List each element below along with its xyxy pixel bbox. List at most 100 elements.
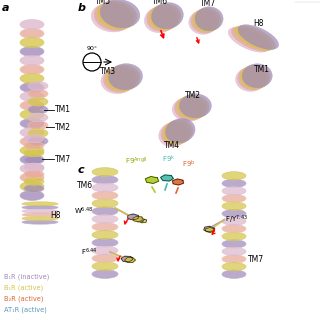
Ellipse shape	[28, 90, 48, 98]
Ellipse shape	[20, 56, 44, 66]
Ellipse shape	[161, 121, 191, 145]
Text: c: c	[78, 165, 84, 175]
Text: B₂R (active): B₂R (active)	[4, 296, 44, 302]
Text: TM2: TM2	[55, 123, 71, 132]
Ellipse shape	[20, 65, 44, 75]
Text: TM7: TM7	[200, 0, 216, 9]
Text: TM6: TM6	[77, 180, 93, 189]
Polygon shape	[124, 258, 135, 262]
Ellipse shape	[100, 0, 140, 28]
Ellipse shape	[235, 26, 275, 50]
Ellipse shape	[20, 100, 44, 110]
Ellipse shape	[22, 220, 58, 224]
Ellipse shape	[20, 128, 44, 138]
Ellipse shape	[24, 170, 44, 178]
Ellipse shape	[22, 217, 58, 220]
Ellipse shape	[101, 68, 135, 94]
Ellipse shape	[240, 65, 270, 89]
Ellipse shape	[193, 8, 221, 32]
Text: F9$^{\rm b}$: F9$^{\rm b}$	[182, 159, 196, 170]
Ellipse shape	[238, 25, 279, 50]
Ellipse shape	[24, 135, 44, 142]
Ellipse shape	[228, 28, 269, 52]
Ellipse shape	[94, 2, 134, 31]
Ellipse shape	[222, 225, 246, 233]
Text: H8: H8	[50, 212, 60, 220]
Text: TM1: TM1	[55, 106, 71, 115]
Text: W$^{6.48}$: W$^{6.48}$	[74, 205, 94, 217]
Ellipse shape	[92, 191, 118, 200]
Text: TM3: TM3	[100, 68, 116, 76]
Text: H8: H8	[253, 19, 263, 28]
Ellipse shape	[20, 190, 44, 200]
Polygon shape	[128, 214, 138, 220]
Ellipse shape	[222, 194, 246, 203]
Ellipse shape	[92, 262, 118, 270]
Ellipse shape	[92, 215, 118, 223]
Ellipse shape	[91, 4, 131, 32]
Ellipse shape	[222, 232, 246, 241]
Ellipse shape	[172, 97, 204, 121]
Polygon shape	[145, 177, 159, 183]
Ellipse shape	[165, 119, 195, 143]
Text: 90°: 90°	[86, 46, 98, 51]
Text: B₁R (active): B₁R (active)	[4, 285, 43, 291]
Ellipse shape	[22, 205, 58, 210]
Ellipse shape	[222, 217, 246, 225]
Ellipse shape	[222, 270, 246, 278]
Ellipse shape	[92, 230, 118, 239]
Ellipse shape	[92, 168, 118, 176]
Ellipse shape	[20, 20, 44, 29]
Polygon shape	[206, 228, 214, 233]
Polygon shape	[172, 179, 183, 185]
Ellipse shape	[20, 109, 44, 119]
Ellipse shape	[20, 146, 44, 156]
Ellipse shape	[24, 185, 44, 192]
Ellipse shape	[20, 181, 44, 191]
Ellipse shape	[236, 68, 266, 92]
Text: a: a	[2, 3, 10, 13]
Ellipse shape	[20, 172, 44, 182]
Ellipse shape	[92, 246, 118, 255]
Ellipse shape	[24, 149, 44, 157]
Ellipse shape	[92, 183, 118, 192]
Text: B₁R (inactive): B₁R (inactive)	[4, 274, 49, 280]
Ellipse shape	[20, 137, 44, 147]
Ellipse shape	[191, 9, 219, 33]
Ellipse shape	[28, 113, 48, 122]
Text: AT₁R (active): AT₁R (active)	[4, 307, 47, 313]
Ellipse shape	[159, 122, 188, 147]
Text: F$^{6.44}$: F$^{6.44}$	[81, 246, 98, 258]
Ellipse shape	[242, 64, 272, 88]
Polygon shape	[121, 256, 133, 262]
Ellipse shape	[222, 240, 246, 248]
Ellipse shape	[92, 254, 118, 263]
Text: TM2: TM2	[185, 91, 201, 100]
Ellipse shape	[92, 175, 118, 184]
Ellipse shape	[92, 207, 118, 216]
Ellipse shape	[189, 10, 217, 34]
Text: TM7: TM7	[248, 255, 264, 265]
Ellipse shape	[28, 97, 48, 106]
Ellipse shape	[28, 82, 48, 90]
Polygon shape	[161, 175, 173, 181]
Ellipse shape	[108, 64, 142, 90]
Text: F9$^{\rm k}$: F9$^{\rm k}$	[162, 154, 176, 165]
Ellipse shape	[222, 255, 246, 263]
Ellipse shape	[222, 179, 246, 188]
Ellipse shape	[20, 164, 44, 173]
Ellipse shape	[222, 262, 246, 271]
Ellipse shape	[20, 46, 44, 56]
Ellipse shape	[20, 28, 44, 38]
Ellipse shape	[222, 247, 246, 256]
Ellipse shape	[151, 3, 183, 29]
Polygon shape	[136, 218, 144, 222]
Ellipse shape	[222, 172, 246, 180]
Text: F/Y$^{7.43}$: F/Y$^{7.43}$	[225, 214, 248, 226]
Text: TM6: TM6	[152, 0, 168, 6]
Ellipse shape	[24, 177, 44, 185]
Text: b: b	[78, 3, 86, 13]
Ellipse shape	[144, 6, 176, 33]
Ellipse shape	[92, 238, 118, 247]
Ellipse shape	[24, 156, 44, 164]
